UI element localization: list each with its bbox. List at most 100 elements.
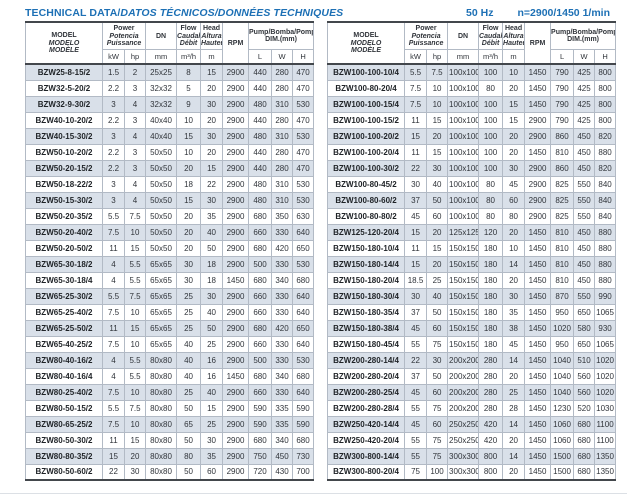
value-cell: 150x150: [447, 239, 480, 257]
table-row: BZW125-120-20/4 15 20 125x125 120 20 1450 810 45…: [327, 223, 617, 241]
left-table-header: MODEL MODELO MODÈLE Power Potencia Puiss…: [25, 21, 315, 65]
value-cell: 4: [123, 175, 147, 193]
value-cell: 10: [176, 143, 202, 161]
table-row: BZW80-40-16/4 4 5.5 80x80 40 16 1450 680 340 680: [25, 367, 315, 385]
value-cell: 4: [123, 191, 147, 209]
value-cell: 10: [123, 383, 147, 401]
value-cell: 840: [594, 175, 617, 193]
height-unit-header: H: [292, 48, 315, 65]
value-cell: 425: [573, 63, 596, 81]
value-cell: 15: [123, 239, 147, 257]
value-cell: 60: [426, 207, 449, 225]
value-cell: 330: [271, 303, 294, 321]
value-cell: 22: [102, 463, 125, 481]
value-cell: 470: [292, 159, 315, 177]
value-cell: 660: [248, 287, 273, 305]
value-cell: 2900: [222, 383, 250, 401]
value-cell: 180: [478, 335, 504, 353]
value-cell: 280: [478, 383, 504, 401]
value-cell: 330: [271, 351, 294, 369]
value-cell: 45: [404, 383, 428, 401]
value-cell: 75: [426, 431, 449, 449]
value-cell: 750: [248, 447, 273, 465]
dimensions-column-header: Pump/Bomba/Pompe DIM.(mm): [248, 21, 315, 50]
value-cell: 7.5: [102, 303, 125, 321]
kw-unit-header: kW: [404, 48, 428, 65]
table-row: BZW50-20-50/2 11 15 50x50 20 50 2900 680 420 650: [25, 239, 315, 257]
value-cell: 2900: [222, 447, 250, 465]
value-cell: 1040: [550, 351, 575, 369]
value-cell: 825: [550, 175, 575, 193]
model-cell: BZW65-30-18/2: [25, 255, 103, 273]
title-bar: TECHNICAL DATA/DATOS TÉCNICOS/DONNÉES TE…: [25, 4, 614, 19]
value-cell: 1450: [524, 335, 552, 353]
value-cell: 2900: [524, 207, 552, 225]
table-row: BZW100-100-20/2 15 20 100x100 100 20 2900 860 45…: [327, 127, 617, 145]
value-cell: 500: [248, 351, 273, 369]
table-row: BZW80-50-30/2 11 15 80x80 50 30 2900 680 340 680: [25, 431, 315, 449]
value-cell: 2900: [222, 239, 250, 257]
value-cell: 2900: [524, 127, 552, 145]
kw-unit-header: kW: [102, 48, 125, 65]
value-cell: 5.5: [123, 271, 147, 289]
value-cell: 5: [176, 79, 202, 97]
value-cell: 2900: [222, 255, 250, 273]
value-cell: 680: [292, 271, 315, 289]
value-cell: 680: [292, 367, 315, 385]
value-cell: 10: [176, 111, 202, 129]
value-cell: 2900: [222, 127, 250, 145]
value-cell: 310: [271, 127, 294, 145]
value-cell: 30: [200, 191, 224, 209]
value-cell: 20: [176, 159, 202, 177]
value-cell: 1020: [550, 319, 575, 337]
value-cell: 180: [478, 319, 504, 337]
value-cell: 14: [502, 415, 526, 433]
value-cell: 640: [292, 223, 315, 241]
value-cell: 650: [292, 319, 315, 337]
model-cell: BZW300-800-14/4: [327, 447, 406, 465]
technical-data-table-right: MODEL MODELO MODÈLE Power Potencia Puiss…: [327, 21, 617, 481]
table-row: BZW150-180-20/4 18.5 25 150x150 180 20 1450 810…: [327, 271, 617, 289]
value-cell: 55: [404, 399, 428, 417]
value-cell: 1450: [524, 95, 552, 113]
value-cell: 530: [292, 95, 315, 113]
dim-label-unit: DIM.(mm): [265, 36, 297, 44]
value-cell: 25: [176, 303, 202, 321]
value-cell: 50: [200, 319, 224, 337]
value-cell: 15: [426, 143, 449, 161]
value-cell: 40: [176, 351, 202, 369]
value-cell: 10: [502, 63, 526, 81]
power-label-fr: Puissance: [408, 40, 444, 47]
value-cell: 45: [502, 335, 526, 353]
model-cell: BZW25-8-15/2: [25, 63, 103, 81]
value-cell: 16: [200, 367, 224, 385]
value-cell: 180: [478, 271, 504, 289]
value-cell: 280: [271, 159, 294, 177]
power-label-es: Potencia: [411, 32, 441, 40]
value-cell: 11: [404, 143, 428, 161]
table-row: BZW65-30-18/4 4 5.5 65x65 30 18 1450 680 340 680: [25, 271, 315, 289]
value-cell: 650: [292, 239, 315, 257]
value-cell: 520: [573, 399, 596, 417]
table-row: BZW50-18-22/2 3 4 50x50 18 22 2900 480 310 530: [25, 175, 315, 193]
value-cell: 180: [478, 287, 504, 305]
dn-column-header: DN: [145, 21, 178, 50]
table-row: BZW80-80-35/2 15 20 80x80 80 35 2900 750 450 730: [25, 447, 315, 465]
value-cell: 470: [292, 111, 315, 129]
value-cell: 790: [550, 79, 575, 97]
model-cell: BZW50-15-30/2: [25, 191, 103, 209]
value-cell: 80: [502, 207, 526, 225]
value-cell: 330: [271, 223, 294, 241]
value-cell: 65x65: [145, 319, 178, 337]
value-cell: 1450: [524, 383, 552, 401]
value-cell: 20: [502, 127, 526, 145]
value-cell: 65: [176, 415, 202, 433]
value-cell: 75: [404, 463, 428, 481]
value-cell: 40: [200, 383, 224, 401]
value-cell: 3: [102, 127, 125, 145]
value-cell: 1450: [222, 271, 250, 289]
value-cell: 530: [292, 127, 315, 145]
value-cell: 660: [248, 223, 273, 241]
value-cell: 125x125: [447, 223, 480, 241]
value-cell: 40: [426, 287, 449, 305]
